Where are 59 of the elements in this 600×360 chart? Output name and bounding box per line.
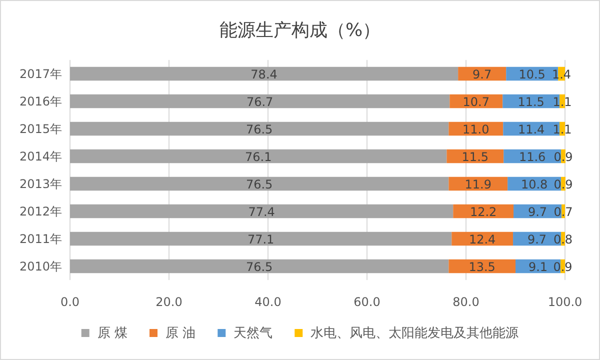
bar <box>70 122 449 136</box>
data-label: 0.8 <box>553 232 573 246</box>
data-label: 10.5 <box>518 67 546 82</box>
data-label: 0.7 <box>554 204 573 219</box>
data-label: 76.5 <box>246 177 273 192</box>
data-label: 9.7 <box>528 204 548 219</box>
y-tick-label: 2015年 <box>19 122 62 136</box>
bar <box>70 176 449 191</box>
data-label: 9.1 <box>528 260 548 274</box>
data-label: 1.1 <box>552 122 572 136</box>
data-label: 11.9 <box>464 177 492 192</box>
data-label: 10.8 <box>520 177 548 192</box>
bar <box>70 232 452 246</box>
data-label: 11.4 <box>518 122 545 136</box>
y-tick-label: 2017年 <box>19 66 62 81</box>
data-label: 9.7 <box>527 232 547 246</box>
data-label: 9.7 <box>472 67 492 82</box>
chart-title: 能源生产构成（%） <box>219 20 381 41</box>
x-tick-label: 60.0 <box>354 295 380 309</box>
bar <box>70 94 450 108</box>
data-label: 10.7 <box>462 94 490 109</box>
data-label: 76.5 <box>246 260 273 274</box>
data-label: 11.6 <box>518 150 546 164</box>
legend-label: 原 煤 <box>97 326 128 341</box>
data-label: 12.4 <box>468 232 496 246</box>
data-label: 76.1 <box>244 150 272 164</box>
bar <box>70 204 454 218</box>
data-label: 11.0 <box>462 122 490 136</box>
data-label: 77.4 <box>248 204 275 219</box>
bar <box>70 149 447 164</box>
x-tick-label: 0.0 <box>60 295 80 309</box>
x-tick-label: 40.0 <box>254 295 282 309</box>
data-label: 0.9 <box>554 177 573 192</box>
data-label: 11.5 <box>462 150 489 164</box>
data-label: 12.2 <box>470 204 497 219</box>
y-tick-label: 2012年 <box>19 204 62 218</box>
bar <box>70 259 449 274</box>
legend-label: 原 油 <box>166 326 196 341</box>
legend-label: 水电、风电、太阳能发电及其他能源 <box>310 326 519 341</box>
y-tick-label: 2011年 <box>19 232 62 246</box>
y-tick-label: 2013年 <box>19 176 62 191</box>
data-label: 1.1 <box>552 94 572 109</box>
data-label: 76.7 <box>246 94 274 109</box>
x-tick-label: 80.0 <box>452 295 480 309</box>
data-label: 0.9 <box>554 150 573 164</box>
data-label: 77.1 <box>247 232 274 246</box>
data-label: 1.4 <box>552 67 572 82</box>
data-label: 76.5 <box>246 122 273 136</box>
x-tick-label: 100.0 <box>548 295 582 309</box>
x-tick-label: 20.0 <box>156 295 182 309</box>
bar <box>70 66 458 81</box>
y-tick-label: 2010年 <box>19 259 62 274</box>
data-label: 0.9 <box>553 260 572 274</box>
y-tick-label: 2014年 <box>19 149 62 164</box>
data-label: 78.4 <box>250 67 278 82</box>
legend-label: 天然气 <box>234 326 273 341</box>
y-tick-label: 2016年 <box>19 94 62 108</box>
data-label: 13.5 <box>468 260 496 274</box>
data-label: 11.5 <box>518 94 544 109</box>
